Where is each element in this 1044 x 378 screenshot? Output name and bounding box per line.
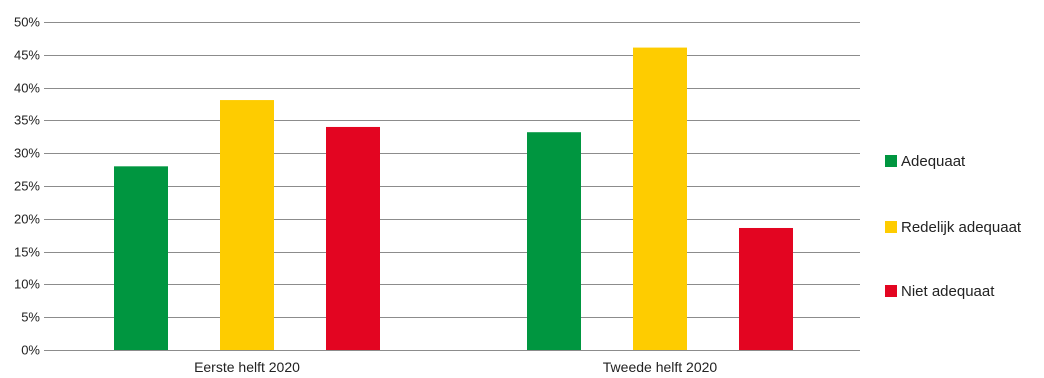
x-category-label: Eerste helft 2020 bbox=[194, 359, 300, 375]
bar-niet-adequaat-2 bbox=[739, 227, 793, 350]
y-tick-label: 0% bbox=[21, 343, 40, 358]
legend: Adequaat Redelijk adequaat Niet adequaat bbox=[885, 153, 1022, 300]
y-tick-label: 15% bbox=[14, 245, 40, 260]
y-tick-label: 45% bbox=[14, 48, 40, 63]
bar-redelijk-adequaat-2 bbox=[633, 47, 687, 351]
y-tick-label: 5% bbox=[21, 310, 40, 325]
bar-adequaat-2 bbox=[527, 132, 581, 350]
legend-label: Adequaat bbox=[901, 153, 966, 170]
y-tick-label: 20% bbox=[14, 212, 40, 227]
y-tick-label: 35% bbox=[14, 113, 40, 128]
bar-redelijk-adequaat-1 bbox=[220, 100, 274, 351]
y-tick-label: 30% bbox=[14, 146, 40, 161]
legend-label: Redelijk adequaat bbox=[901, 219, 1022, 236]
bar-niet-adequaat-1 bbox=[326, 126, 380, 351]
y-tick-label: 10% bbox=[14, 277, 40, 292]
bars bbox=[114, 47, 793, 351]
x-category-label: Tweede helft 2020 bbox=[603, 359, 718, 375]
gridlines bbox=[44, 22, 860, 351]
x-axis-category-labels: Eerste helft 2020 Tweede helft 2020 bbox=[194, 359, 717, 375]
legend-swatch bbox=[885, 221, 897, 233]
y-tick-label: 50% bbox=[14, 15, 40, 30]
y-axis-tick-labels: 0% 5% 10% 15% 20% 25% 30% 35% 40% 45% 50% bbox=[14, 15, 40, 358]
y-tick-label: 40% bbox=[14, 81, 40, 96]
bar-adequaat-1 bbox=[114, 166, 168, 350]
y-tick-label: 25% bbox=[14, 179, 40, 194]
legend-label: Niet adequaat bbox=[901, 283, 995, 300]
legend-swatch bbox=[885, 155, 897, 167]
legend-swatch bbox=[885, 285, 897, 297]
